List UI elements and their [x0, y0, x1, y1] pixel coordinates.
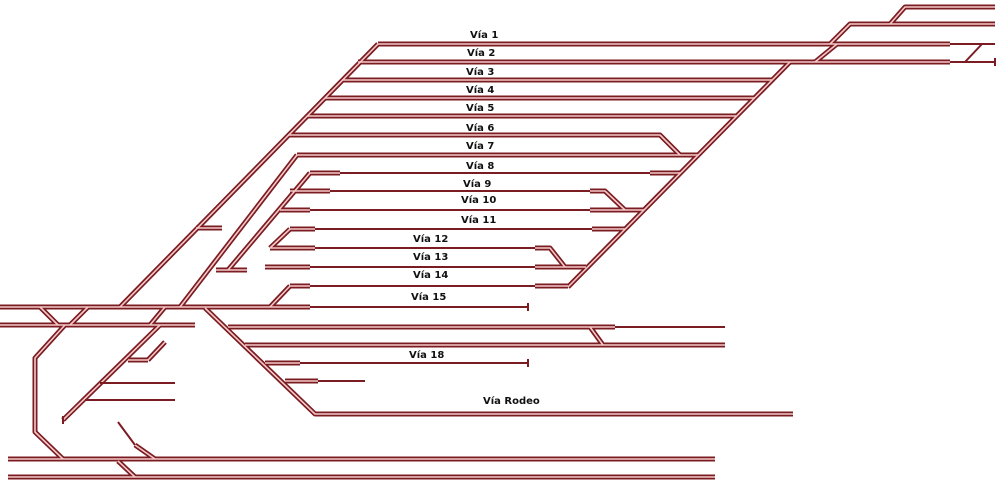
label-via-2: Vía 2 [467, 48, 496, 59]
rail-track-core [69, 306, 89, 326]
label-via-8: Vía 8 [466, 161, 495, 172]
label-via-18: Vía 18 [409, 350, 445, 361]
rail-track-core [814, 43, 838, 63]
label-via-11: Vía 11 [461, 215, 497, 226]
rail-track-core [535, 247, 566, 268]
rail-track-core [288, 134, 681, 156]
label-via-15: Vía 15 [411, 292, 447, 303]
rail-track-core [204, 307, 793, 415]
label-via-1: Vía 1 [470, 30, 499, 41]
rail-track-core [149, 306, 166, 326]
rail-track-core [117, 460, 136, 478]
rail-track-core [119, 43, 379, 308]
label-via-3: Vía 3 [466, 67, 495, 78]
rail-track-core [589, 326, 604, 346]
rail-track-core [567, 61, 791, 288]
label-via-rodeo: Vía Rodeo [483, 396, 540, 407]
rail-track-thin [117, 421, 136, 446]
label-via-14: Vía 14 [413, 270, 449, 281]
label-via-10: Vía 10 [461, 195, 497, 206]
rail-track-core [269, 228, 291, 249]
label-via-13: Vía 13 [413, 252, 449, 263]
rail-track-core [227, 172, 311, 271]
label-via-6: Vía 6 [466, 123, 495, 134]
rail-track-core [34, 324, 66, 460]
label-via-12: Vía 12 [413, 234, 449, 245]
rail-track [888, 4, 995, 26]
rail-track-core [62, 324, 161, 421]
rail-track-core [829, 23, 995, 45]
rail-track-core [269, 285, 291, 308]
label-via-5: Vía 5 [466, 103, 495, 114]
rail-track [32, 323, 67, 461]
rail-track-thin [964, 43, 983, 63]
rail-track-core [590, 190, 626, 211]
label-via-9: Vía 9 [463, 179, 492, 190]
rail-track-core [147, 341, 166, 361]
rail-track [828, 21, 995, 46]
rail-track-core [889, 6, 995, 25]
rail-track-core [134, 444, 156, 460]
label-via-4: Vía 4 [466, 85, 495, 96]
rail-track-core [39, 306, 59, 326]
rail-track [535, 245, 567, 269]
label-via-7: Vía 7 [466, 141, 495, 152]
rail-track-core [179, 154, 298, 308]
